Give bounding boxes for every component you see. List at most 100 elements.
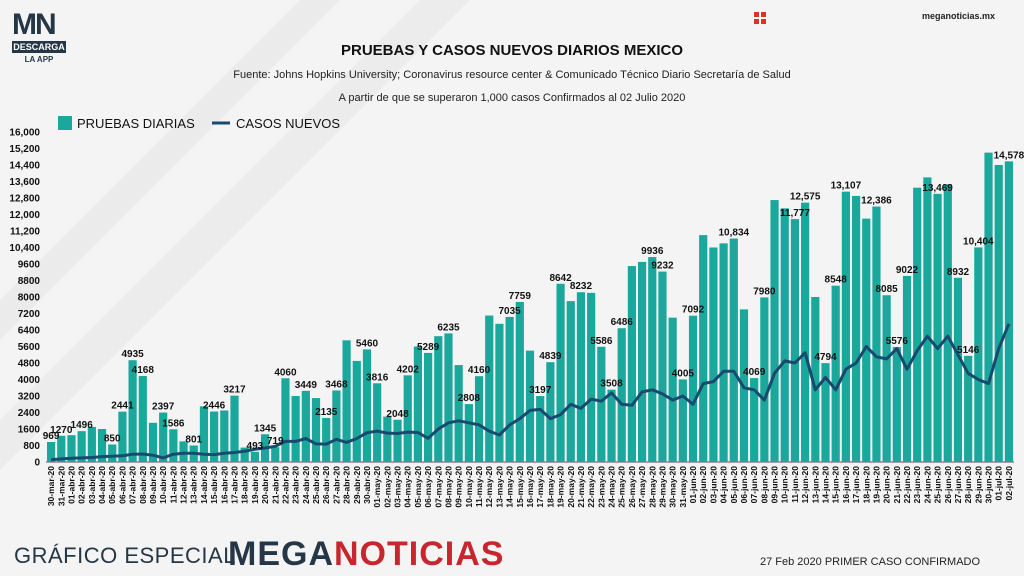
data-label: 493 xyxy=(247,441,264,452)
chart-title: PRUEBAS Y CASOS NUEVOS DIARIOS MEXICO xyxy=(340,42,683,59)
bar xyxy=(811,297,820,462)
bar xyxy=(801,202,810,462)
bar xyxy=(108,444,117,462)
x-tick-label: 18-may-20 xyxy=(545,466,555,508)
bar xyxy=(301,390,310,462)
x-tick-label: 26-jun-20 xyxy=(943,466,953,504)
y-tick-label: 2400 xyxy=(18,408,41,419)
x-tick-label: 14-jun-20 xyxy=(820,466,830,504)
x-tick-label: 11-may-20 xyxy=(474,466,484,507)
bar xyxy=(536,396,545,462)
logo-descarga-label: DESCARGA xyxy=(12,41,66,53)
bar xyxy=(47,442,56,462)
y-tick-label: 6400 xyxy=(18,326,41,337)
series-line-casos-nuevos xyxy=(50,323,1011,462)
bar xyxy=(576,292,586,462)
x-tick-label: 17-jun-20 xyxy=(851,466,861,504)
x-tick-label: 23-may-20 xyxy=(596,466,606,508)
x-tick-label: 05-jun-20 xyxy=(729,466,739,504)
x-tick-label: 16-jun-20 xyxy=(841,466,851,504)
x-tick-label: 20-abr-20 xyxy=(260,466,270,504)
y-tick-label: 14,400 xyxy=(9,161,40,172)
data-label: 3468 xyxy=(325,379,348,390)
data-label: 1586 xyxy=(162,418,185,429)
data-label: 3508 xyxy=(600,379,623,390)
bar xyxy=(342,340,351,462)
x-tick-label: 10-may-20 xyxy=(464,466,474,508)
data-label: 5460 xyxy=(356,338,379,349)
x-tick-label: 19-jun-20 xyxy=(871,466,881,504)
data-label: 2135 xyxy=(315,407,338,418)
bar xyxy=(413,346,423,462)
bar xyxy=(179,441,188,462)
x-tick-label: 19-may-20 xyxy=(556,466,566,508)
bar xyxy=(148,422,158,462)
data-label: 1270 xyxy=(50,425,73,436)
data-label: 4005 xyxy=(672,368,695,379)
x-tick-label: 26-abr-20 xyxy=(321,466,331,504)
data-label: 4160 xyxy=(468,365,491,376)
bar xyxy=(159,412,168,462)
site-url[interactable]: meganoticias.mx xyxy=(922,11,996,21)
x-tick-label: 08-may-20 xyxy=(443,466,453,508)
data-label: 3449 xyxy=(295,380,318,391)
app-logo[interactable]: MN DESCARGA LA APP xyxy=(12,10,66,64)
bar xyxy=(892,346,901,462)
x-tick-label: 30-jun-20 xyxy=(984,466,994,504)
bar xyxy=(984,152,993,462)
y-tick-label: 15,200 xyxy=(9,144,40,155)
x-tick-label: 18-abr-20 xyxy=(240,466,250,504)
x-tick-label: 02-abr-20 xyxy=(77,466,87,504)
bar xyxy=(57,435,66,462)
bar xyxy=(994,165,1003,462)
bar xyxy=(953,277,963,462)
data-label: 3816 xyxy=(366,372,389,383)
data-label: 5289 xyxy=(417,342,440,353)
x-tick-label: 11-abr-20 xyxy=(168,466,178,504)
x-tick-label: 10-abr-20 xyxy=(158,466,168,504)
x-tick-label: 20-may-20 xyxy=(566,466,576,508)
bar xyxy=(699,235,708,462)
bar xyxy=(454,365,463,462)
data-label: 969 xyxy=(43,431,60,442)
data-label: 10,834 xyxy=(718,228,749,239)
data-label: 9936 xyxy=(641,246,664,257)
x-tick-label: 05-abr-20 xyxy=(107,466,117,504)
x-tick-label: 08-abr-20 xyxy=(138,466,148,504)
data-label: 1345 xyxy=(254,423,277,434)
x-tick-label: 29-may-20 xyxy=(657,466,667,508)
bar xyxy=(943,184,952,462)
x-tick-label: 12-jun-20 xyxy=(800,466,810,504)
data-label: 4794 xyxy=(814,352,837,363)
bar xyxy=(882,295,891,462)
bar xyxy=(67,435,76,462)
bar xyxy=(515,301,524,462)
bar xyxy=(138,376,147,462)
x-tick-label: 03-may-20 xyxy=(393,466,403,508)
y-tick-label: 9600 xyxy=(18,260,41,271)
data-label: 2441 xyxy=(111,401,134,412)
data-label: 4069 xyxy=(743,367,766,378)
x-tick-label: 26-may-20 xyxy=(627,466,637,508)
bar xyxy=(464,404,473,462)
bar xyxy=(658,271,667,462)
bar xyxy=(566,301,575,462)
x-tick-label: 15-jun-20 xyxy=(831,466,841,504)
data-label: 8932 xyxy=(947,267,970,278)
bar xyxy=(627,266,636,462)
y-tick-label: 0 xyxy=(34,458,40,469)
x-tick-label: 30-may-20 xyxy=(668,466,678,508)
bar xyxy=(719,243,728,462)
data-label: 7980 xyxy=(753,286,776,297)
x-tick-label: 12-may-20 xyxy=(484,466,494,508)
x-tick-label: 14-may-20 xyxy=(505,466,515,508)
data-label: 2446 xyxy=(203,401,226,412)
bar xyxy=(220,410,229,462)
x-tick-label: 13-jun-20 xyxy=(810,466,820,504)
bar xyxy=(352,360,361,462)
bar xyxy=(250,451,259,462)
data-label: 3217 xyxy=(223,385,246,396)
data-label: 7092 xyxy=(682,305,705,316)
x-tick-label: 09-jun-20 xyxy=(770,466,780,504)
footer-caption: GRÁFICO ESPECIAL xyxy=(14,543,236,568)
